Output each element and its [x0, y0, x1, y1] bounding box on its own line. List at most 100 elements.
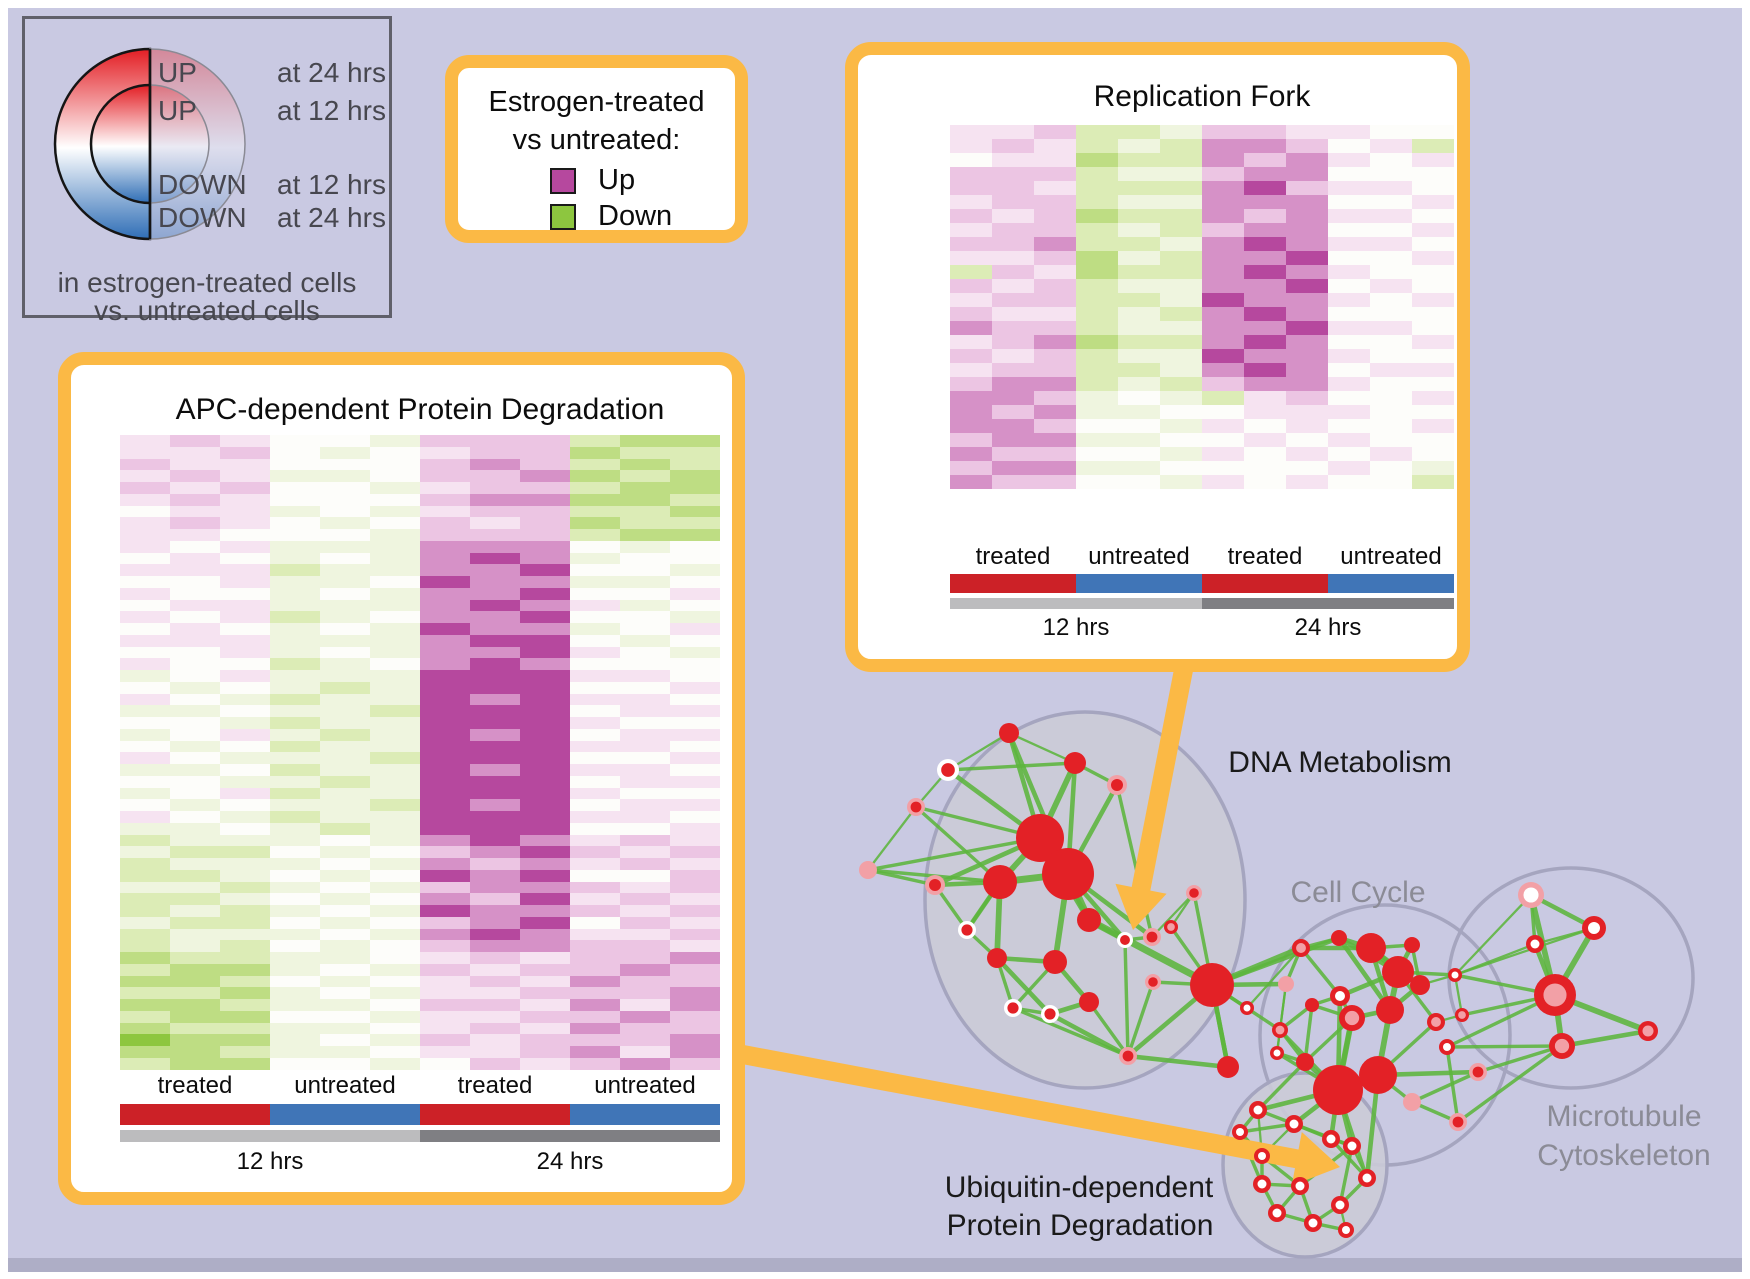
heatmap-cell [320, 740, 370, 753]
heatmap-cell [620, 740, 670, 753]
heatmap-cell [220, 505, 270, 518]
heatmap-cell [170, 858, 220, 870]
heatmap-cell [420, 775, 470, 788]
heatmap-cell [950, 167, 992, 181]
heatmap-cell [420, 1057, 470, 1070]
heatmap-cell [220, 1010, 270, 1023]
heatmap-cell [470, 975, 520, 988]
gene-node-center [1554, 1038, 1570, 1054]
heatmap-cell [1160, 321, 1202, 335]
heatmap-cell [370, 999, 420, 1011]
heatmap-cell [950, 447, 992, 461]
heatmap-cell [520, 693, 570, 706]
heatmap-row [120, 517, 720, 529]
heatmap-cell [1412, 363, 1454, 377]
heatmap-cell [1370, 377, 1412, 391]
heatmap-cell [1034, 447, 1076, 461]
gene-node [1382, 956, 1414, 988]
heatmap-cell [470, 681, 520, 694]
heatmap-cell [520, 658, 570, 670]
heatmap-cell [670, 693, 720, 706]
heatmap-cell [1076, 251, 1118, 265]
heatmap-cell [1076, 209, 1118, 223]
heatmap-cell [1286, 125, 1328, 139]
heatmap-cell [120, 858, 170, 870]
heatmap-cell [1412, 335, 1454, 349]
heatmap-cell [270, 1022, 320, 1035]
heatmap-cell [170, 505, 220, 518]
heatmap-row [120, 846, 720, 858]
heatmap-cell [520, 1046, 570, 1058]
heatmap-cell [620, 493, 670, 506]
heatmap-cell [320, 435, 370, 447]
heatmap-cell [170, 435, 220, 447]
gene-node-center [1543, 983, 1567, 1007]
heatmap-cell [220, 482, 270, 494]
heatmap-cell [270, 693, 320, 706]
heatmap-cell [670, 552, 720, 565]
gene-node-center [1243, 1004, 1251, 1012]
heatmap-cell [220, 1046, 270, 1058]
heatmap-cell [1370, 321, 1412, 335]
heatmap-cell [370, 611, 420, 623]
heatmap-cell [620, 811, 670, 823]
heatmap-cell [1286, 447, 1328, 461]
heatmap-cell [1328, 433, 1370, 447]
heatmap-cell [950, 405, 992, 419]
heatmap-cell [170, 952, 220, 964]
heatmap-cell [270, 1057, 320, 1070]
heatmap-cell [1160, 377, 1202, 391]
heatmap-cell [270, 493, 320, 506]
ring-time-label: at 12 hrs [277, 169, 386, 200]
heatmap-cell [1202, 307, 1244, 321]
cluster-label-protein-degradation: Protein Degradation [946, 1209, 1214, 1242]
heatmap-cell [370, 740, 420, 753]
heatmap-cell [620, 623, 670, 635]
heatmap-cell [170, 811, 220, 823]
heatmap-cell [1370, 265, 1412, 279]
heatmap-cell [1286, 391, 1328, 405]
heatmap-cell [1160, 139, 1202, 153]
heatmap-cell [670, 670, 720, 682]
heatmap-cell [320, 787, 370, 800]
heatmap-cell [670, 752, 720, 764]
heatmap-cell [320, 775, 370, 788]
heatmap-cell [992, 209, 1034, 223]
heatmap-cell [420, 811, 470, 823]
heatmap-cell [1202, 125, 1244, 139]
heatmap-cell [420, 752, 470, 764]
heatmap-cell [670, 681, 720, 694]
heatmap-cell [620, 822, 670, 835]
heatmap-cell [170, 517, 220, 529]
heatmap-cell [950, 307, 992, 321]
heatmap-cell [170, 705, 220, 717]
heatmap-cell [670, 1022, 720, 1035]
heatmap-cell [1160, 223, 1202, 237]
gene-node [1331, 930, 1347, 946]
heatmap-cell [1076, 167, 1118, 181]
heatmap-cell [370, 1010, 420, 1023]
cluster-label-cell-cycle: Cell Cycle [1290, 876, 1426, 909]
heatmap-cell [1244, 125, 1286, 139]
heatmap-cell [1412, 377, 1454, 391]
heatmap-cell [220, 881, 270, 894]
gene-node-center [1258, 1152, 1266, 1160]
heatmap-cell [1202, 349, 1244, 363]
heatmap-cell [120, 881, 170, 894]
heatmap-cell [170, 646, 220, 659]
heatmap-cell [270, 576, 320, 588]
gene-node [1016, 814, 1064, 862]
network-edge [1456, 1044, 1564, 1124]
heatmap-cell [992, 321, 1034, 335]
heatmap-cell [320, 681, 370, 694]
heatmap-cell [570, 1010, 620, 1023]
treated-color-bar [950, 574, 1076, 593]
heatmap-cell [520, 505, 570, 518]
treated-color-bar [420, 1104, 570, 1125]
heatmap-cell [120, 552, 170, 565]
heatmap-cell [570, 740, 620, 753]
heatmap-cell [1286, 181, 1328, 195]
heatmap-cell [320, 1046, 370, 1058]
heatmap-cell [370, 752, 420, 764]
gene-node [999, 723, 1019, 743]
